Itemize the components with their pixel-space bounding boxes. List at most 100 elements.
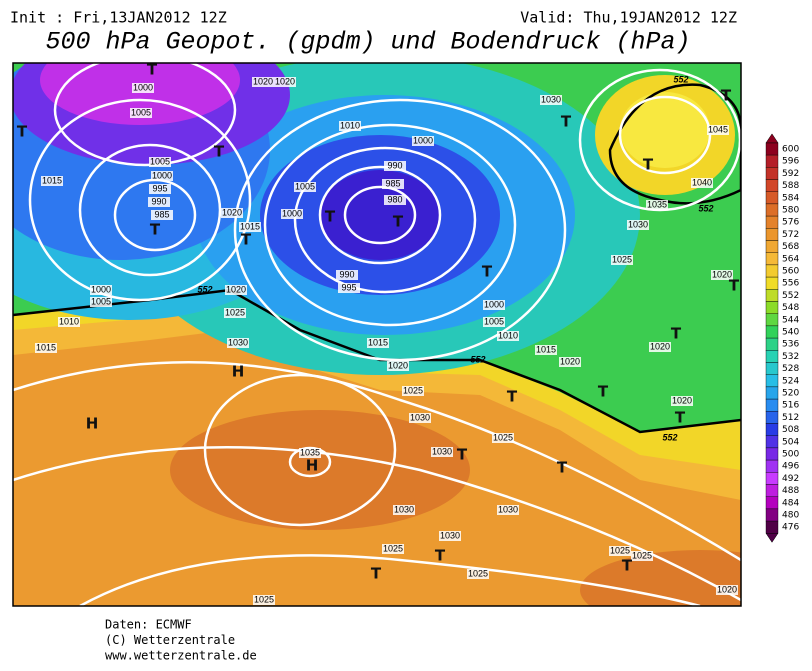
label-bg <box>151 171 173 181</box>
colorbar-label: 480 <box>782 511 799 521</box>
height-label: 552 <box>197 284 212 294</box>
isobar-label: 1030 <box>394 504 414 514</box>
isobar-label: 1045 <box>708 124 728 134</box>
colorbar-segment <box>765 167 779 180</box>
colorbar-label: 556 <box>782 279 799 289</box>
pressure-center: T <box>721 87 732 105</box>
label-bg <box>130 108 152 118</box>
label-bg <box>227 338 249 348</box>
isobar-label: 1020 <box>650 341 670 351</box>
pressure-center: H <box>232 363 245 381</box>
isobar-label: 1020 <box>712 269 732 279</box>
colorbar-label: 516 <box>782 401 799 411</box>
label-bg <box>148 197 170 207</box>
colorbar-label: 568 <box>782 242 799 252</box>
isobar-label: 995 <box>152 183 167 193</box>
map-title: 500 hPa Geopot. (gpdm) und Bodendruck (h… <box>45 28 690 57</box>
label-bg <box>224 308 246 318</box>
isobar-label: 990 <box>339 269 354 279</box>
label-bg <box>649 342 671 352</box>
height-label: 552 <box>673 74 688 84</box>
colorbar-segment <box>765 447 779 461</box>
label-bg <box>149 184 171 194</box>
label-bg <box>294 182 316 192</box>
isobar-label: 990 <box>387 160 402 170</box>
label-bg <box>492 433 514 443</box>
pressure-center: T <box>325 208 336 226</box>
isobar-label: 1020 <box>717 584 737 594</box>
label-bg <box>225 285 247 295</box>
pressure-center: T <box>598 383 609 401</box>
pressure-center: T <box>147 61 158 79</box>
label-bg <box>540 95 562 105</box>
colorbar-segment <box>765 203 779 217</box>
height-label: 552 <box>662 432 677 442</box>
pressure-center: T <box>561 113 572 131</box>
isobar-label: 1025 <box>383 543 403 553</box>
label-bg <box>384 195 406 205</box>
map-frame <box>12 62 742 607</box>
pressure-center: T <box>671 325 682 343</box>
colorbar-segment <box>765 289 779 302</box>
colorbar-segment <box>765 398 779 412</box>
isobar-label: 1020 <box>560 356 580 366</box>
colorbar-segment <box>765 301 779 314</box>
label-bg <box>716 585 738 595</box>
isobar-label: 1030 <box>440 530 460 540</box>
pressure-center: T <box>622 557 633 575</box>
label-bg <box>609 546 631 556</box>
isobar-label: 1020 <box>672 395 692 405</box>
colorbar-label: 600 <box>782 145 799 155</box>
colorbar-label: 560 <box>782 267 799 277</box>
label-bg <box>90 297 112 307</box>
isobar-label: 1040 <box>692 177 712 187</box>
label-bg <box>382 179 404 189</box>
colorbar-segment <box>765 459 779 473</box>
colorbar-label: 564 <box>782 254 799 264</box>
colorbar-segment <box>765 337 779 351</box>
label-bg <box>707 125 729 135</box>
colorbar-label: 592 <box>782 169 799 179</box>
label-bg <box>252 77 274 87</box>
isobar-label: 1020 <box>222 207 242 217</box>
colorbar-segment <box>765 374 779 388</box>
colorbar-label: 532 <box>782 352 799 362</box>
colorbar-segment <box>765 313 779 327</box>
isobar-label: 1005 <box>484 316 504 326</box>
colorbar-segment <box>765 276 779 290</box>
pressure-center: T <box>371 565 382 583</box>
colorbar-label: 512 <box>782 413 799 423</box>
colorbar-segment <box>765 215 779 229</box>
isobar-label: 1000 <box>282 208 302 218</box>
pressure-center: T <box>457 446 468 464</box>
colorbar-segment <box>765 240 779 253</box>
footer-line: Daten: ECMWF <box>105 618 192 632</box>
colorbar-segment <box>765 496 779 510</box>
isobar-label: 1025 <box>493 432 513 442</box>
colorbar-label: 596 <box>782 157 799 167</box>
label-bg <box>274 77 296 87</box>
colorbar-segment <box>765 154 779 168</box>
pressure-center: T <box>150 221 161 239</box>
label-bg <box>412 136 434 146</box>
pressure-center: T <box>393 213 404 231</box>
isobar-label: 1015 <box>368 337 388 347</box>
pressure-center: T <box>241 231 252 249</box>
label-bg <box>151 210 173 220</box>
colorbar-label: 544 <box>782 315 799 325</box>
label-bg <box>41 176 63 186</box>
colorbar-segment <box>765 508 779 522</box>
label-bg <box>559 357 581 367</box>
isobar-label: 1020 <box>275 76 295 86</box>
colorbar-label: 520 <box>782 389 799 399</box>
pressure-center: T <box>643 156 654 174</box>
pressure-center: T <box>435 547 446 565</box>
colorbar-segment <box>765 520 779 534</box>
colorbar-segment <box>765 228 779 241</box>
label-bg <box>393 505 415 515</box>
isobar-label: 1035 <box>300 447 320 457</box>
isobar-label: 1000 <box>152 170 172 180</box>
label-bg <box>439 531 461 541</box>
isobar-label: 1005 <box>131 107 151 117</box>
colorbar-label: 508 <box>782 425 799 435</box>
